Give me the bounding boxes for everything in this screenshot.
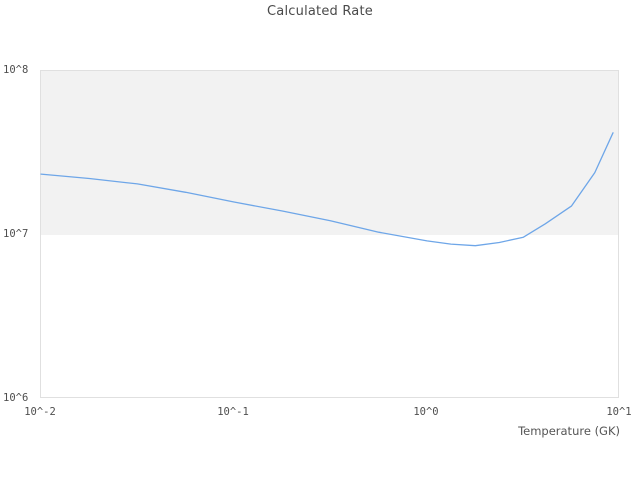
rate-curve-canvas (40, 132, 614, 247)
rate-line (40, 132, 614, 247)
shaded-decade-band (41, 71, 618, 235)
x-axis-label: Temperature (GK) (518, 424, 620, 438)
x-tick-1e1: 10^1 (606, 406, 632, 418)
y-tick-1e8: 10^8 (3, 64, 29, 76)
x-tick-1e0: 10^0 (413, 406, 439, 418)
x-tick-1e-2: 10^-2 (24, 406, 56, 418)
x-tick-1e-1: 10^-1 (217, 406, 249, 418)
chart-title: Calculated Rate (267, 4, 373, 19)
plot-area (40, 70, 619, 398)
y-tick-1e7: 10^7 (3, 228, 29, 240)
y-tick-1e6: 10^6 (3, 392, 29, 404)
